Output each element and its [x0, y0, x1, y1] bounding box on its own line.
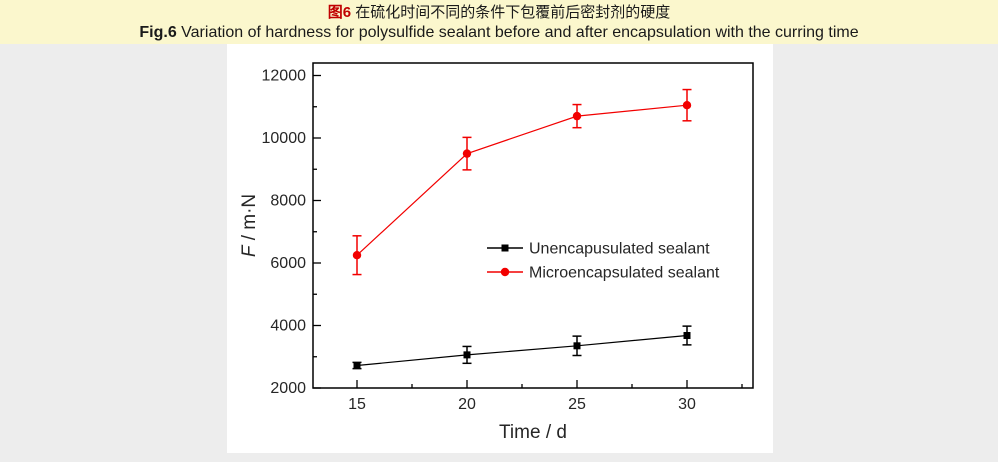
hardness-line-chart: 15 20 25 30 Time / d 2000 4000 6000 8000 10000 120…	[239, 62, 754, 443]
series-line	[356, 104, 688, 256]
square-marker	[573, 342, 581, 350]
legend-circle-marker	[500, 267, 510, 277]
x-tick-label: 30	[678, 396, 696, 413]
series-unencapsulated	[352, 325, 692, 370]
legend-label: Unencapusulated sealant	[529, 241, 710, 258]
x-tick-label: 25	[568, 396, 586, 413]
legend-square-marker	[501, 244, 509, 252]
square-marker	[683, 332, 691, 339]
y-tick-label: 6000	[270, 255, 306, 272]
caption-english-text: Variation of hardness for polysulfide se…	[181, 24, 859, 41]
circle-marker	[462, 149, 472, 158]
series-microencapsulated	[352, 88, 692, 276]
y-tick-label: 10000	[262, 130, 307, 147]
y-axis: 2000 4000 6000 8000 10000 12000 F / m·N	[239, 68, 321, 397]
square-marker	[463, 351, 471, 359]
x-axis-title: Time / d	[499, 422, 567, 443]
chart-panel: 15 20 25 30 Time / d 2000 4000 6000 8000 10000 120…	[227, 44, 773, 453]
caption-chinese-prefix: 图6	[327, 4, 352, 21]
circle-marker	[682, 100, 692, 110]
x-tick-label: 20	[458, 396, 476, 413]
circle-marker	[352, 250, 362, 260]
caption-chinese-text: 在硫化时间不同的条件下包覆前后密封剂的硬度	[355, 4, 671, 21]
y-tick-label: 12000	[262, 68, 307, 85]
caption-english: Fig.6 Variation of hardness for polysulf…	[0, 23, 998, 43]
chart-background: 15 20 25 30 Time / d 2000 4000 6000 8000 10000 120…	[0, 44, 998, 462]
legend-label: Microencapsulated sealant	[529, 265, 720, 282]
plot-frame	[312, 62, 754, 389]
series-line	[356, 334, 688, 367]
circle-marker	[572, 111, 582, 121]
x-tick-label: 15	[348, 396, 366, 413]
legend: Unencapusulated sealant Microencapsulated…	[487, 241, 720, 282]
y-tick-label: 4000	[270, 318, 306, 335]
y-tick-label: 2000	[270, 380, 306, 397]
x-axis: 15 20 25 30 Time / d	[348, 380, 743, 443]
y-tick-label: 8000	[270, 193, 306, 210]
figure-caption: 图6 在硫化时间不同的条件下包覆前后密封剂的硬度 Fig.6 Variation…	[0, 0, 998, 44]
y-axis-title: F / m·N	[239, 194, 260, 257]
caption-english-prefix: Fig.6	[139, 24, 177, 41]
square-marker	[353, 362, 361, 369]
caption-chinese: 图6 在硫化时间不同的条件下包覆前后密封剂的硬度	[0, 0, 998, 23]
